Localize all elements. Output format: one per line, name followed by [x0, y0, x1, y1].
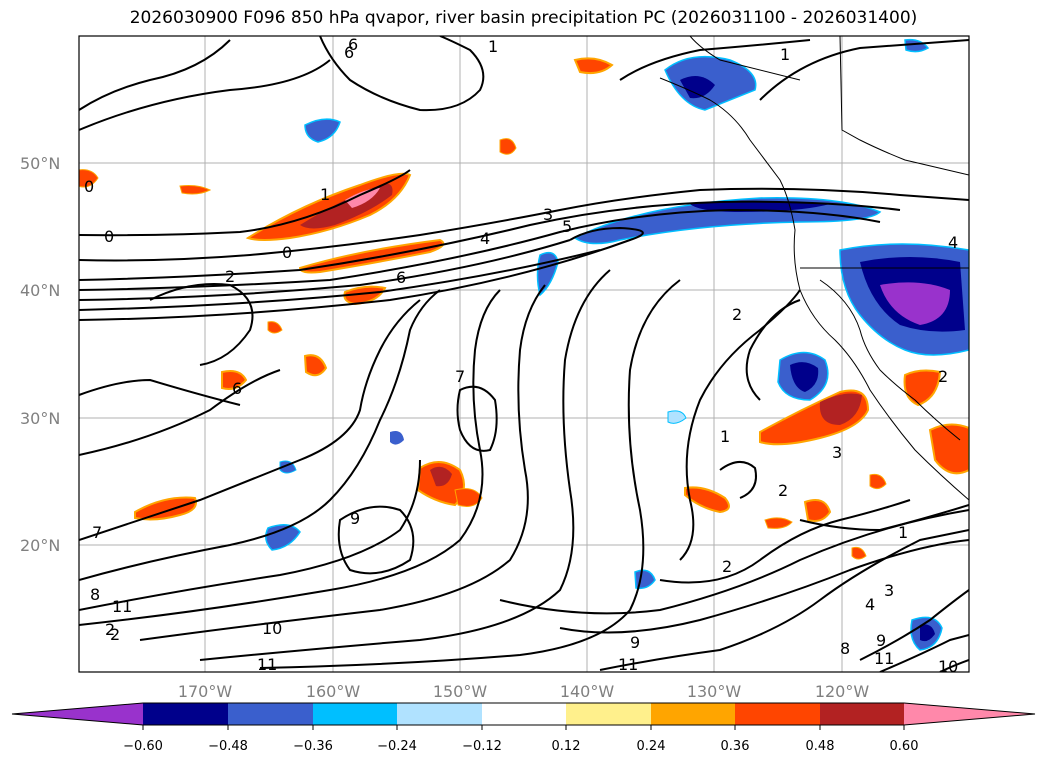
contour-label: 1: [488, 37, 498, 56]
colorbar-swatch: [566, 703, 651, 725]
contour-label: 6: [344, 43, 354, 62]
contour-label: 2: [105, 620, 115, 639]
contour-label: 3: [884, 581, 894, 600]
lat-label-40n: 40°N: [20, 281, 60, 300]
contour-label: 11: [618, 655, 638, 674]
colorbar-swatch: [228, 703, 313, 725]
lon-label-160w: 160°W: [306, 682, 361, 701]
contour-label: 8: [840, 639, 850, 658]
contour-label: 6: [348, 35, 358, 54]
contour-label: 0: [104, 227, 114, 246]
contour-label: 3: [543, 205, 553, 224]
contour-label: 10: [938, 657, 958, 676]
colorbar-tick-label: 0.36: [721, 739, 750, 754]
contour-label: 11: [112, 597, 132, 616]
lon-label-120w: 120°W: [815, 682, 870, 701]
colorbar-swatch: [820, 703, 904, 725]
contour-label: 1: [720, 427, 730, 446]
contour-label: 4: [865, 595, 875, 614]
contour-label: 4: [480, 229, 490, 248]
colorbar-over-extend: [904, 703, 1035, 725]
lat-label-20n: 20°N: [20, 536, 60, 555]
colorbar-tick-label: −0.48: [208, 739, 248, 754]
contour-label: 7: [92, 523, 102, 542]
contour-labels: 1 0 0 2 0 1 3 5 4 6 2 6 6 7 2 1 2 3 2 9 …: [84, 35, 958, 676]
contour-label: 9: [630, 633, 640, 652]
lat-label-30n: 30°N: [20, 409, 60, 428]
lon-label-150w: 150°W: [433, 682, 488, 701]
longitude-labels: 170°W 160°W 150°W 140°W 130°W 120°W: [178, 682, 870, 701]
map-frame: [78, 35, 970, 673]
colorbar-swatch: [143, 703, 228, 725]
contour-label: 0: [282, 243, 292, 262]
contour-label: 8: [90, 585, 100, 604]
colorbar-tick-label: −0.36: [293, 739, 333, 754]
colorbar-tick-label: −0.60: [123, 739, 163, 754]
contour-label: 9: [350, 509, 360, 528]
contour-label: 2: [938, 367, 948, 386]
colorbar-ticks: [142, 725, 905, 730]
figure-title: 2026030900 F096 850 hPa qvapor, river ba…: [129, 8, 918, 28]
colorbar-swatch: [735, 703, 820, 725]
colorbar-tick-label: 0.48: [806, 739, 835, 754]
contour-label: 7: [455, 367, 465, 386]
contour-label: 2: [225, 267, 235, 286]
lon-label-140w: 140°W: [560, 682, 615, 701]
contour-label: 6: [232, 379, 242, 398]
contour-label: 5: [562, 217, 572, 236]
contour-label: 4: [948, 233, 958, 252]
qvapor-contours: [79, 36, 969, 672]
lat-label-50n: 50°N: [20, 154, 60, 173]
colorbar-tick-label: 0.24: [637, 739, 666, 754]
lon-label-130w: 130°W: [687, 682, 742, 701]
contour-label: 11: [874, 649, 894, 668]
contour-label: 2: [722, 557, 732, 576]
contour-label: 1: [898, 523, 908, 542]
contour-label: 2: [110, 625, 120, 644]
colorbar-tick-label: 0.60: [890, 739, 919, 754]
contour-label: 2: [732, 305, 742, 324]
colorbar-swatch: [482, 703, 566, 725]
contour-label: 2: [778, 481, 788, 500]
coastlines: [659, 36, 969, 501]
colorbar: −0.60 −0.48 −0.36 −0.24 −0.12 0.12 0.24 …: [11, 702, 1036, 754]
colorbar-swatch: [651, 703, 735, 725]
contour-label: 0: [84, 177, 94, 196]
contour-label: 6: [396, 268, 406, 287]
latitude-labels: 50°N 40°N 30°N 20°N: [20, 154, 60, 555]
colorbar-tick-label: −0.12: [462, 739, 502, 754]
contour-label: 9: [876, 631, 886, 650]
contour-label: 1: [780, 45, 790, 64]
contour-label: 11: [257, 655, 277, 674]
colorbar-swatch: [397, 703, 482, 725]
colorbar-swatch: [313, 703, 397, 725]
graticule: [79, 36, 969, 672]
contour-label: 1: [320, 185, 330, 204]
negative-pc-regions: [265, 38, 969, 651]
colorbar-tick-label: 0.12: [552, 739, 581, 754]
colorbar-tick-label: −0.24: [377, 739, 417, 754]
contour-label: 3: [832, 443, 842, 462]
contour-label: 10: [262, 619, 282, 638]
lon-label-170w: 170°W: [178, 682, 233, 701]
colorbar-under-extend: [12, 703, 143, 725]
